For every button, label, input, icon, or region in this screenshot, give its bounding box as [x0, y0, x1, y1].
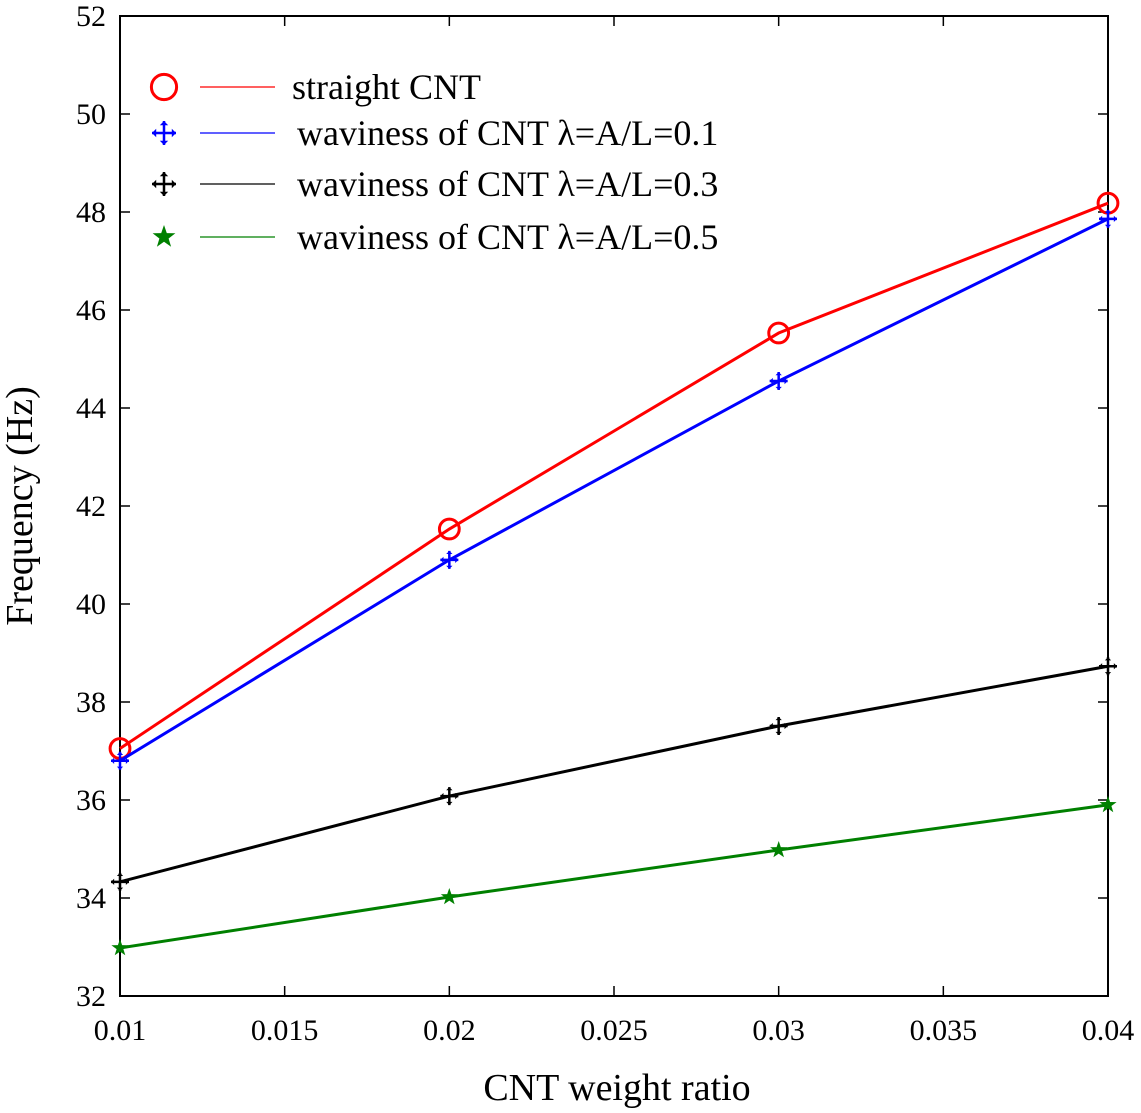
y-tick-label: 38 — [76, 686, 106, 719]
series-line — [119, 217, 1109, 763]
series-line — [119, 664, 1109, 884]
y-tick-label: 40 — [76, 588, 106, 621]
legend-item: straight CNT — [149, 67, 481, 107]
legend-label: waviness of CNT λ=A/L=0.3 — [297, 164, 718, 204]
star-marker — [1099, 795, 1117, 813]
legend-item: waviness of CNT λ=A/L=0.3 — [152, 164, 718, 204]
legend-label: waviness of CNT λ=A/L=0.1 — [297, 113, 718, 153]
x-tick-label: 0.035 — [910, 1014, 978, 1047]
series-line — [119, 201, 1109, 750]
legend-item: waviness of CNT λ=A/L=0.1 — [152, 113, 718, 153]
y-tick-label: 46 — [76, 294, 106, 327]
x-tick-label: 0.025 — [580, 1014, 648, 1047]
star-marker — [152, 225, 176, 247]
circle-marker — [437, 517, 461, 541]
y-tick-label: 34 — [76, 882, 106, 915]
y-tick-label: 44 — [76, 392, 106, 425]
series-0 — [108, 191, 1120, 760]
plot-frame — [119, 15, 1109, 997]
y-tick-label: 36 — [76, 784, 106, 817]
star-marker — [111, 939, 129, 956]
x-tick-label: 0.01 — [94, 1014, 147, 1047]
x-tick-label: 0.04 — [1082, 1014, 1135, 1047]
y-tick-label: 42 — [76, 490, 106, 523]
y-tick-label: 50 — [76, 98, 106, 131]
y-tick-label: 48 — [76, 196, 106, 229]
circle-marker — [767, 321, 791, 345]
y-axis-label: Frequency (Hz) — [0, 386, 41, 626]
legend-label: waviness of CNT λ=A/L=0.5 — [297, 217, 718, 257]
series-3 — [111, 795, 1117, 956]
legend-item: waviness of CNT λ=A/L=0.5 — [152, 217, 718, 257]
series-2 — [111, 657, 1117, 891]
star-marker — [440, 888, 458, 905]
x-tick-label: 0.02 — [423, 1014, 476, 1047]
y-tick-label: 52 — [76, 0, 106, 33]
star-marker — [770, 841, 788, 858]
y-tick-label: 32 — [76, 980, 106, 1013]
legend-label: straight CNT — [292, 67, 481, 107]
series-1 — [111, 209, 1117, 770]
circle-marker — [149, 72, 179, 102]
x-axis-label: CNT weight ratio — [483, 1067, 750, 1109]
series-line — [119, 803, 1109, 950]
x-tick-label: 0.03 — [752, 1014, 805, 1047]
x-tick-label: 0.015 — [251, 1014, 319, 1047]
